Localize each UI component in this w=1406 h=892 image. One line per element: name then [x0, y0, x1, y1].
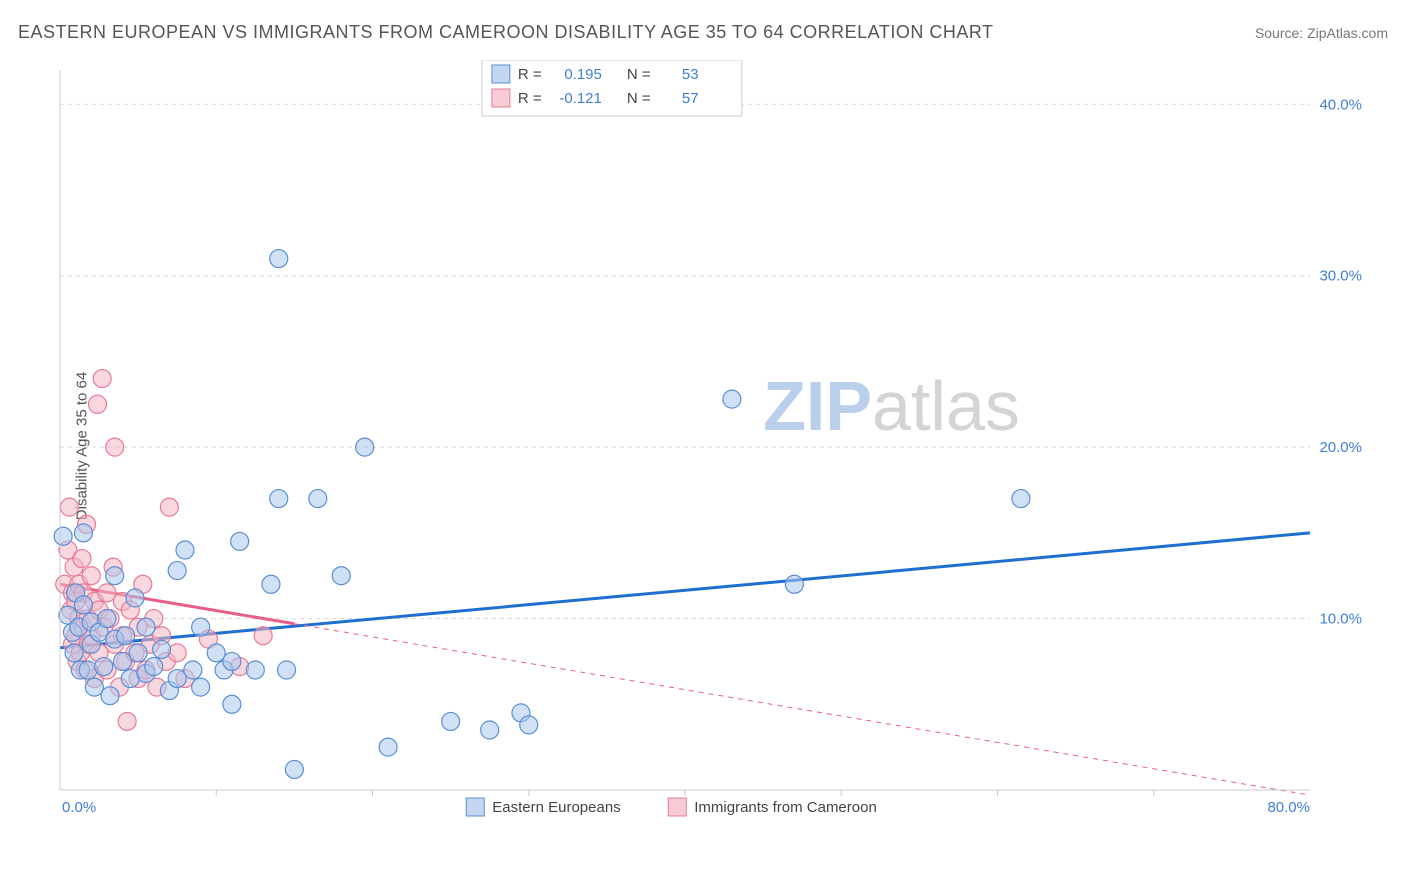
stats-n-value: 53	[682, 66, 699, 83]
data-point	[192, 618, 210, 636]
data-point	[270, 490, 288, 508]
legend-swatch	[492, 89, 510, 107]
data-point	[184, 661, 202, 679]
stats-r-value: 0.195	[564, 66, 602, 83]
data-point	[129, 644, 147, 662]
data-point	[223, 652, 241, 670]
data-point	[379, 738, 397, 756]
stats-r-label: R =	[518, 66, 542, 83]
chart-title: EASTERN EUROPEAN VS IMMIGRANTS FROM CAME…	[18, 22, 994, 43]
stats-n-label: N =	[627, 90, 651, 107]
legend-swatch	[668, 798, 686, 816]
data-point	[60, 498, 78, 516]
x-tick-label: 0.0%	[62, 799, 96, 816]
data-point	[82, 567, 100, 585]
stats-r-value: -0.121	[559, 90, 602, 107]
data-point	[160, 498, 178, 516]
legend-label: Immigrants from Cameroon	[694, 799, 877, 816]
x-tick-label: 80.0%	[1267, 799, 1310, 816]
data-point	[168, 644, 186, 662]
source-label: Source: ZipAtlas.com	[1255, 25, 1388, 41]
data-point	[145, 658, 163, 676]
data-point	[254, 627, 272, 645]
y-tick-label: 40.0%	[1319, 96, 1362, 113]
data-point	[1012, 490, 1030, 508]
data-point	[723, 390, 741, 408]
data-point	[73, 550, 91, 568]
legend-swatch	[492, 65, 510, 83]
data-point	[95, 658, 113, 676]
data-point	[98, 610, 116, 628]
data-point	[356, 438, 374, 456]
data-point	[285, 760, 303, 778]
watermark: ZIPatlas	[763, 367, 1020, 445]
data-point	[278, 661, 296, 679]
data-point	[101, 687, 119, 705]
data-point	[93, 370, 111, 388]
data-point	[79, 661, 97, 679]
data-point	[442, 712, 460, 730]
data-point	[106, 567, 124, 585]
regression-line	[60, 533, 1310, 648]
data-point	[481, 721, 499, 739]
data-point	[54, 527, 72, 545]
data-point	[176, 541, 194, 559]
y-tick-label: 10.0%	[1319, 611, 1362, 628]
data-point	[117, 627, 135, 645]
data-point	[270, 250, 288, 268]
data-point	[246, 661, 264, 679]
scatter-chart: 10.0% 20.0% 30.0% 40.0% ZIPatlas 0.0% 80.0% R =…	[50, 60, 1370, 830]
data-point	[126, 589, 144, 607]
data-point	[192, 678, 210, 696]
data-point	[520, 716, 538, 734]
data-point	[153, 640, 171, 658]
stats-r-label: R =	[518, 90, 542, 107]
data-point	[231, 532, 249, 550]
data-point	[223, 695, 241, 713]
data-point	[74, 524, 92, 542]
data-point	[74, 596, 92, 614]
data-point	[106, 438, 124, 456]
stats-n-label: N =	[627, 66, 651, 83]
data-point	[118, 712, 136, 730]
data-point	[332, 567, 350, 585]
stats-n-value: 57	[682, 90, 699, 107]
data-point	[262, 575, 280, 593]
y-tick-label: 20.0%	[1319, 439, 1362, 456]
data-point	[168, 562, 186, 580]
legend-label: Eastern Europeans	[492, 799, 620, 816]
data-point	[137, 618, 155, 636]
legend-swatch	[466, 798, 484, 816]
y-tick-label: 30.0%	[1319, 268, 1362, 285]
data-point	[89, 395, 107, 413]
data-point	[309, 490, 327, 508]
data-point	[785, 575, 803, 593]
regression-line-dashed	[294, 624, 1310, 795]
data-point	[65, 644, 83, 662]
